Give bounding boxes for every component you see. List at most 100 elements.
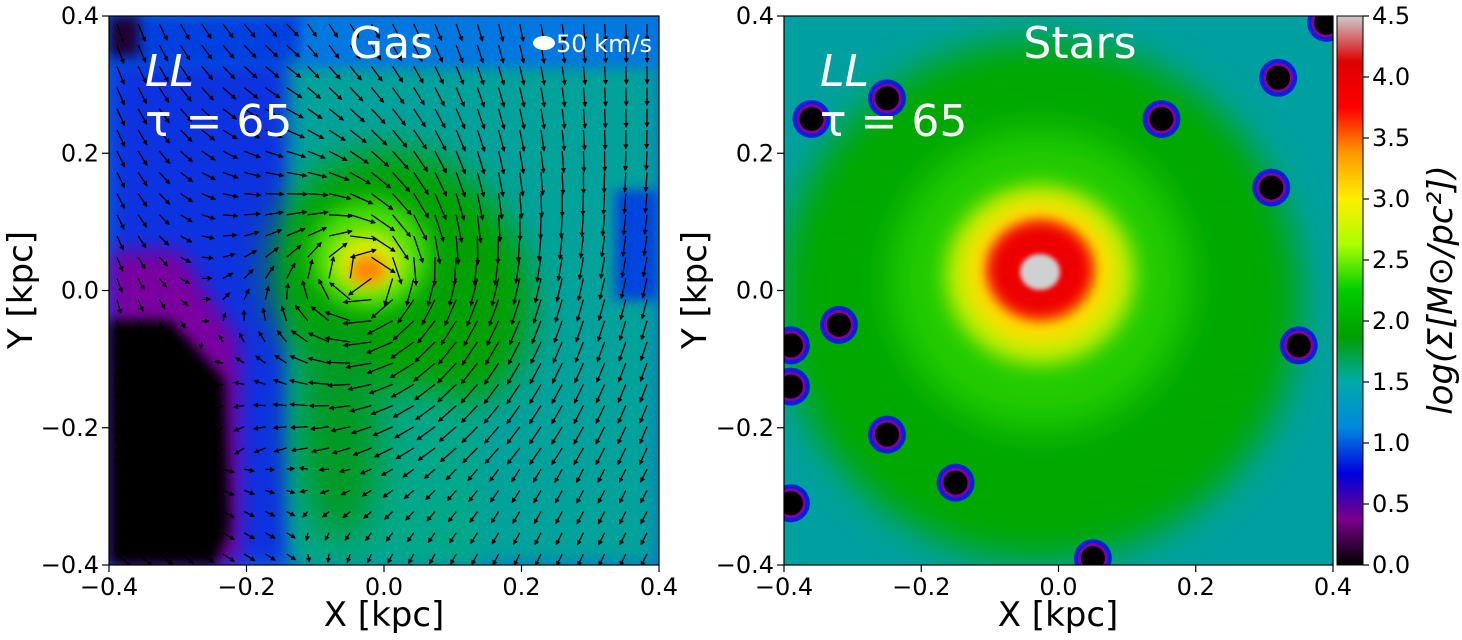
velocity-arrow: [284, 282, 291, 300]
velocity-arrow: [180, 171, 194, 183]
velocity-arrow: [556, 257, 563, 282]
colorbar-tick-label: 1.5: [1372, 368, 1410, 396]
velocity-arrow: [158, 150, 171, 165]
velocity-arrow: [540, 108, 547, 130]
velocity-arrow: [180, 532, 194, 542]
velocity-arrow: [437, 383, 457, 403]
velocity-arrow: [421, 299, 436, 326]
velocity-arrow: [137, 553, 153, 565]
velocity-arrow: [349, 253, 356, 279]
velocity-arrow: [413, 214, 428, 241]
velocity-arrow: [574, 341, 585, 364]
velocity-arrow: [180, 87, 192, 102]
velocity-arrow: [640, 468, 648, 483]
velocity-arrow: [561, 66, 567, 86]
velocity-arrow: [640, 320, 648, 341]
velocity-arrow: [265, 108, 282, 119]
velocity-arrow: [577, 553, 584, 565]
velocity-arrow: [265, 489, 276, 495]
velocity-arrow: [444, 299, 457, 327]
velocity-arrow: [286, 511, 296, 517]
velocity-arrow: [137, 532, 153, 545]
velocity-arrow: [581, 151, 587, 173]
velocity-arrow: [573, 426, 584, 445]
velocity-arrow: [325, 553, 332, 564]
velocity-arrow: [328, 65, 341, 80]
velocity-arrow: [534, 532, 542, 546]
velocity-arrow: [307, 65, 320, 79]
gas-y-axis-label: Y [kpc]: [1, 231, 41, 350]
velocity-arrow: [640, 553, 648, 565]
velocity-arrow: [137, 214, 147, 228]
velocity-arrow: [576, 468, 584, 484]
velocity-arrow: [328, 150, 348, 162]
velocity-arrow: [134, 447, 140, 464]
velocity-field-arrows: [113, 23, 650, 565]
velocity-arrow: [579, 214, 585, 238]
velocity-arrow: [540, 129, 546, 152]
velocity-arrow: [596, 341, 606, 363]
velocity-arrow: [497, 45, 505, 64]
velocity-arrow: [201, 296, 212, 302]
gas-y-tick-label: −0.2: [41, 414, 99, 442]
velocity-arrow: [622, 172, 628, 193]
velocity-arrow: [155, 426, 161, 441]
velocity-arrow: [361, 489, 372, 497]
gas-y-tick-label: 0.0: [61, 277, 99, 305]
velocity-arrow: [497, 23, 505, 43]
velocity-arrow: [417, 320, 436, 344]
velocity-arrow: [116, 129, 126, 148]
velocity-arrow: [289, 355, 309, 364]
velocity-arrow: [642, 235, 648, 257]
velocity-arrow: [328, 44, 340, 59]
velocity-arrow: [511, 468, 521, 483]
velocity-arrow: [552, 362, 563, 385]
velocity-arrow: [532, 299, 542, 325]
velocity-arrow: [115, 341, 121, 357]
velocity-arrow: [512, 278, 521, 306]
velocity-arrow: [302, 511, 309, 518]
colorbar-label: log(Σ[M⊙/pc²]): [1421, 165, 1461, 415]
velocity-arrow: [486, 320, 500, 347]
velocity-arrow: [366, 362, 393, 374]
void-core: [1149, 106, 1174, 131]
velocity-arrow: [455, 214, 464, 244]
velocity-arrow: [535, 257, 542, 283]
velocity-arrow: [328, 171, 350, 181]
gas-x-tick-label: −0.4: [80, 573, 138, 601]
velocity-arrow: [349, 150, 369, 164]
velocity-arrow: [158, 256, 169, 267]
velocity-arrow: [580, 193, 586, 217]
velocity-arrow: [392, 193, 412, 216]
velocity-arrow: [327, 382, 351, 388]
velocity-arrow: [394, 426, 415, 439]
velocity-arrow: [137, 87, 147, 105]
velocity-arrow: [434, 150, 447, 174]
velocity-arrow: [596, 320, 606, 342]
velocity-arrow: [265, 553, 276, 561]
velocity-arrow: [243, 150, 262, 159]
velocity-arrow: [180, 235, 193, 243]
velocity-arrow: [506, 384, 521, 405]
velocity-arrow: [528, 405, 542, 425]
velocity-arrow: [461, 426, 478, 444]
velocity-arrow: [201, 129, 216, 141]
velocity-arrow: [258, 330, 266, 343]
velocity-arrow: [137, 108, 148, 125]
velocity-arrow: [511, 490, 521, 504]
velocity-arrow: [310, 306, 330, 322]
velocity-arrow: [243, 532, 256, 540]
velocity-arrow: [468, 490, 478, 503]
velocity-arrow: [554, 299, 563, 324]
velocity-arrow: [243, 44, 257, 59]
velocity-arrow: [364, 532, 372, 542]
velocity-arrow: [243, 129, 261, 139]
velocity-arrow: [304, 532, 310, 542]
velocity-arrow: [328, 242, 348, 258]
velocity-arrow: [222, 553, 235, 562]
velocity-arrow: [518, 193, 524, 219]
stars-panel: −0.4 −0.2 0.0 0.2 0.4 −0.4 −0.2 0.0 0.2 0.4 Stars…: [675, 2, 1352, 635]
velocity-arrow: [201, 87, 214, 101]
velocity-arrow: [595, 384, 606, 404]
velocity-arrow: [243, 108, 260, 119]
